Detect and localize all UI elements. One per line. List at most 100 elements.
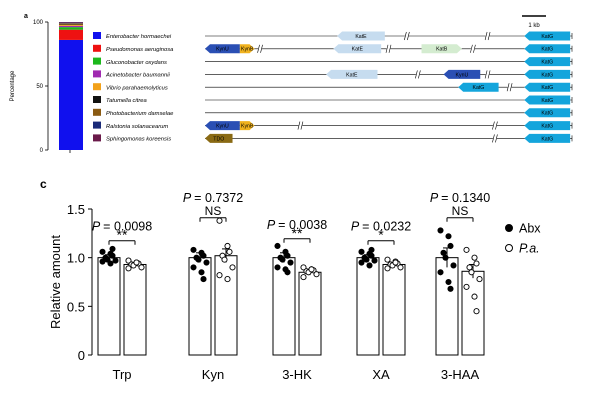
- axis-break-gap: [492, 134, 497, 143]
- gene-label: KynB: [241, 124, 254, 130]
- axis-break-mark: [415, 70, 418, 79]
- legend-swatch: [93, 44, 101, 52]
- stacked-bar-segment: [59, 24, 83, 26]
- data-point: [274, 242, 281, 250]
- gene-arrow: [524, 69, 571, 79]
- data-point: [200, 252, 207, 259]
- legend-swatch: [93, 108, 101, 116]
- axis-break-mark: [487, 31, 491, 41]
- scale-bar: 1 kb: [522, 15, 546, 29]
- p-value-text: = 0.7372: [194, 191, 243, 205]
- gene-arrow: [205, 133, 233, 143]
- legend-species-label: Pseudomonas aeruginosa: [106, 47, 174, 53]
- data-point: [198, 269, 205, 276]
- p-value-label: P = 0.1340: [430, 191, 490, 205]
- data-point: [125, 257, 132, 264]
- data-point: [300, 264, 307, 271]
- panel-a-stacked-bar: [59, 22, 83, 150]
- legend-label: P.a.: [519, 242, 540, 256]
- p-value-label: P = 0.0038: [267, 218, 327, 232]
- data-point: [221, 256, 228, 263]
- legend-label: Abx: [519, 222, 541, 236]
- gene-map-row: TDO KatG: [205, 133, 573, 143]
- p-value-text: = 0.1340: [441, 191, 490, 205]
- axis-break-mark: [407, 31, 410, 41]
- gene-label: KatG: [541, 34, 553, 40]
- p-value-symbol: P: [351, 220, 362, 234]
- data-point: [468, 269, 475, 276]
- panel-a-y-tick-label: 50: [36, 84, 43, 90]
- panel-c-y-tick-label: 1.0: [67, 251, 85, 266]
- p-value-symbol: P: [92, 220, 103, 234]
- data-point: [190, 264, 197, 271]
- data-point: [471, 293, 478, 300]
- gene-arrow: [205, 44, 240, 54]
- axis-break-mark: [487, 70, 491, 79]
- data-point: [287, 259, 294, 266]
- data-point: [99, 248, 106, 255]
- gene-map-row: KatE KynU KatG: [205, 69, 573, 79]
- axis-break-mark: [297, 121, 301, 130]
- axis-break-mark: [385, 44, 389, 53]
- axis-break-mark: [495, 134, 498, 143]
- legend-swatch: [93, 96, 101, 103]
- gene-label: KatG: [473, 85, 485, 91]
- data-point: [447, 242, 454, 250]
- data-point: [112, 257, 119, 264]
- gene-arrow: [524, 44, 571, 54]
- data-point: [190, 246, 197, 253]
- axis-break-gap: [415, 70, 420, 79]
- data-point: [229, 264, 236, 271]
- data-point: [224, 242, 231, 250]
- p-value-label: P = 0.0098: [92, 220, 152, 234]
- stacked-bar-segment: [59, 23, 83, 24]
- significance-mark: **: [117, 227, 128, 243]
- panel-c-y-tick-label: 0.5: [67, 299, 85, 314]
- data-point: [445, 278, 452, 286]
- data-point: [450, 262, 457, 269]
- gene-label: KatE: [352, 47, 364, 53]
- bar: [382, 263, 406, 356]
- panel-a-legend: Enterobacter hormaechei Pseudomonas aerug…: [93, 32, 174, 143]
- gene-arrow: [524, 57, 571, 67]
- axis-break-mark: [506, 83, 510, 92]
- data-point: [300, 274, 307, 281]
- legend-marker: [505, 244, 513, 252]
- gene-label: KatB: [436, 47, 448, 53]
- data-point: [363, 256, 370, 263]
- data-point: [476, 276, 483, 283]
- bar: [214, 255, 238, 356]
- stacked-bar-segment: [59, 27, 83, 30]
- axis-break-gap: [298, 121, 303, 130]
- stacked-bar-segment: [59, 29, 83, 40]
- panel-c-legend: Abx P.a.: [505, 222, 541, 256]
- panel-c-y-axis-label: Relative amount: [48, 235, 63, 329]
- gene-label: KatG: [541, 111, 553, 117]
- p-value-text: = 0.0232: [362, 220, 411, 234]
- panel-c-x-axis: Trp Kyn 3-HK XA 3-HAA: [112, 367, 479, 382]
- data-point: [107, 260, 114, 267]
- data-point: [368, 246, 375, 253]
- gene-label: KatG: [541, 47, 553, 53]
- data-point: [358, 248, 365, 255]
- bar: [272, 257, 296, 356]
- legend-swatch: [93, 121, 101, 129]
- legend-species-label: Sphingomonas koreensis: [106, 137, 171, 143]
- legend-species-label: Enterobacter hormaechei: [106, 34, 172, 40]
- legend-swatch: [93, 134, 101, 142]
- bar: [298, 271, 322, 356]
- panel-a-y-axis: 0 50 100: [33, 20, 71, 154]
- panel-a: a Percentage 0 50 100 Enterobacter hormaec…: [10, 13, 573, 154]
- data-point: [473, 308, 480, 315]
- data-point: [392, 259, 399, 266]
- gene-arrow: [524, 95, 571, 105]
- gene-arrow: [458, 82, 499, 92]
- x-category-label: Trp: [112, 367, 131, 382]
- axis-break-mark: [495, 121, 498, 130]
- legend-species-label: Gluconobacter oxydans: [106, 60, 167, 66]
- gene-label: KynU: [456, 72, 469, 78]
- data-point: [437, 227, 444, 234]
- gene-label: KatE: [346, 72, 358, 78]
